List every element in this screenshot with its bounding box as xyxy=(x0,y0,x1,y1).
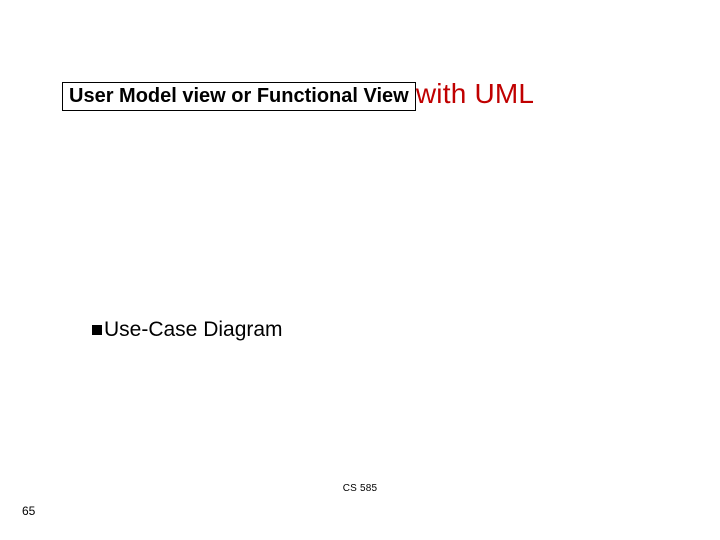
page-number: 65 xyxy=(22,504,35,518)
footer-center-text: CS 585 xyxy=(0,483,720,494)
slide-title-overlay-box: User Model view or Functional View xyxy=(62,82,416,111)
bullet-text: Use-Case Diagram xyxy=(104,318,283,342)
slide: Modeling Requirements with UML User Mode… xyxy=(0,0,720,540)
bullet-row: Use-Case Diagram xyxy=(92,318,283,342)
bullet-icon xyxy=(92,325,102,335)
